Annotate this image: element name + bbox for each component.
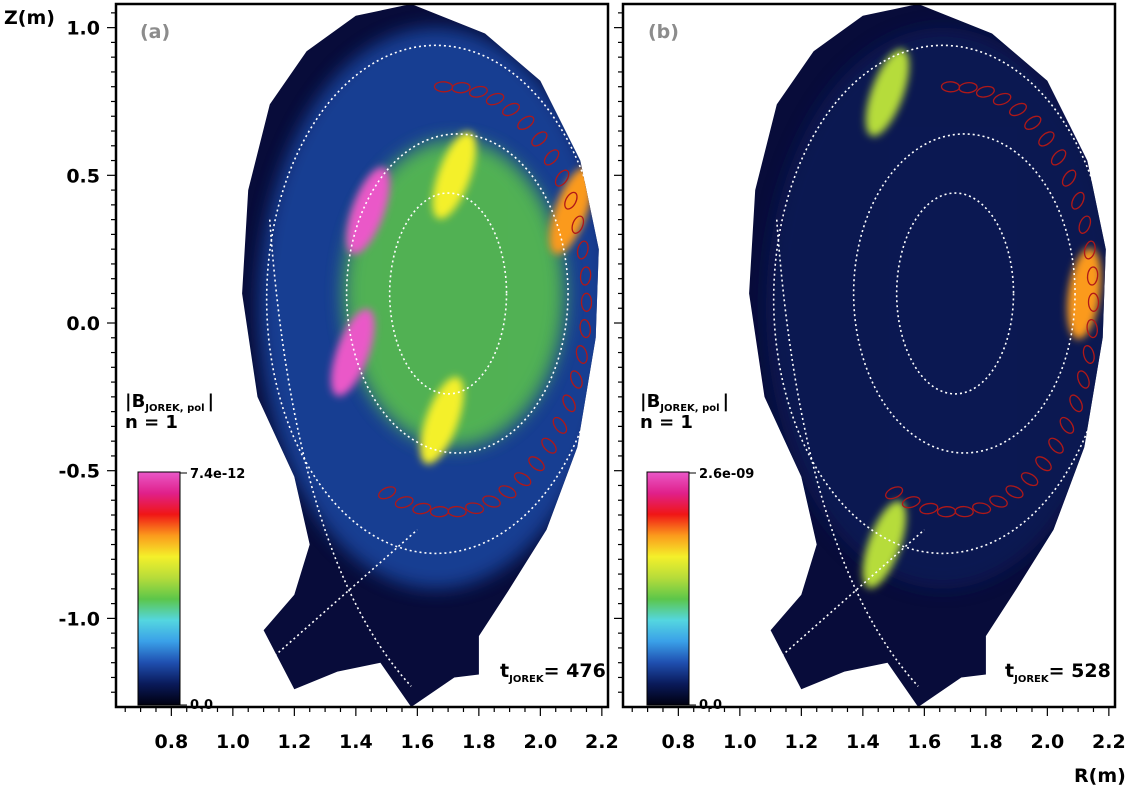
plot-area-a <box>242 4 606 707</box>
time-label-b: tJOREK= 528 <box>1005 660 1111 685</box>
colorbar-fill-b <box>646 471 690 706</box>
colorbar-max-b: 2.6e-09 <box>699 467 754 482</box>
hotspot-a-3 <box>420 376 464 465</box>
quantity-label-a: |BJOREK, pol | n = 1 <box>125 391 214 433</box>
colorbar-b: 2.6e-09 0.0 <box>646 467 754 713</box>
x-tick-label-a-7: 2.2 <box>585 731 619 753</box>
colorbar-max-a: 7.4e-12 <box>190 467 245 482</box>
y-tick-label-3: -0.5 <box>58 461 100 483</box>
qty-sub-a: JOREK, pol <box>144 403 204 414</box>
quantity-label-b: |BJOREK, pol | n = 1 <box>640 391 729 433</box>
panel-a: (a) Z(m) 1.0 0.5 0.0 -0.5 -1.0 0.8 1.0 1.2 1.4 1… <box>4 2 623 753</box>
field-map-b <box>765 27 1106 589</box>
x-tick-label-b-1: 1.0 <box>723 731 757 753</box>
qty-sub-b: JOREK, pol <box>659 403 719 414</box>
x-tick-label-a-3: 1.4 <box>339 731 373 753</box>
x-axis-title: R(m) <box>1074 765 1126 787</box>
plot-area-b <box>749 4 1113 707</box>
colorbar-min-b: 0.0 <box>699 698 722 713</box>
x-tick-label-b-5: 1.8 <box>969 731 1003 753</box>
mode-label-a: n = 1 <box>125 412 178 433</box>
x-ticks-a: 0.8 1.0 1.2 1.4 1.6 1.8 2.0 2.2 <box>124 707 619 753</box>
mode-label-b: n = 1 <box>640 412 693 433</box>
y-tick-label-0: 1.0 <box>66 18 100 40</box>
qty-main-a: |B <box>125 391 145 412</box>
hotspot-a-4 <box>549 167 593 255</box>
panel-label-a: (a) <box>140 21 170 43</box>
qty-end-a: | <box>208 391 215 412</box>
flux-surface-b-0 <box>895 192 1015 395</box>
panel-label-b: (b) <box>648 21 679 43</box>
y-tick-label-1: 0.5 <box>66 165 100 187</box>
x-ticks-b: 0.8 1.0 1.2 1.4 1.6 1.8 2.0 2.2 <box>631 707 1126 753</box>
flux-surface-a-0 <box>388 192 508 395</box>
separatrix-leg-b <box>775 219 919 687</box>
x-tick-label-a-2: 1.2 <box>278 731 312 753</box>
x-tick-label-b-6: 2.0 <box>1031 731 1065 753</box>
colorbar-a: 7.4e-12 0.0 <box>137 467 245 713</box>
x-tick-label-a-4: 1.6 <box>401 731 435 753</box>
hotspot-b-0 <box>1067 247 1102 340</box>
y-tick-label-4: -1.0 <box>58 608 100 630</box>
hotspot-b-2 <box>862 500 907 589</box>
y-tick-label-2: 0.0 <box>66 313 100 335</box>
x-tick-label-b-7: 2.2 <box>1092 731 1126 753</box>
x-tick-label-b-2: 1.2 <box>785 731 819 753</box>
svg-text:|BJOREK, pol|: |BJOREK, pol | <box>640 391 729 414</box>
qty-main-b: |B <box>640 391 660 412</box>
edge-contours-a <box>378 81 593 518</box>
svg-text:|BJOREK, pol|: |BJOREK, pol | <box>125 391 214 414</box>
colorbar-min-a: 0.0 <box>190 698 213 713</box>
flux-surface-a-1 <box>345 133 569 454</box>
separatrix-leg-a <box>268 219 412 687</box>
x-tick-label-a-1: 1.0 <box>216 731 250 753</box>
x-tick-label-a-0: 0.8 <box>155 731 189 753</box>
x-tick-label-a-6: 2.0 <box>524 731 558 753</box>
time-label-a: tJOREK= 476 <box>500 660 606 685</box>
panel-b: (b) 0.8 1.0 1.2 1.4 1.6 1.8 2.0 2.2 R(m) |BJORE… <box>621 2 1126 787</box>
x-tick-label-b-0: 0.8 <box>662 731 696 753</box>
flux-surface-a-2 <box>265 44 606 555</box>
divertor-leg-a <box>263 529 418 667</box>
hotspot-a-2 <box>432 131 477 219</box>
field-map-a <box>258 27 599 589</box>
x-tick-label-b-4: 1.6 <box>908 731 942 753</box>
hotspot-a-1 <box>331 308 375 397</box>
qty-end-b: | <box>723 391 730 412</box>
divertor-leg-b <box>770 529 925 667</box>
x-tick-label-b-3: 1.4 <box>846 731 880 753</box>
y-axis-title: Z(m) <box>4 7 55 29</box>
frame-a <box>114 2 610 709</box>
hotspot-a-0 <box>346 167 390 255</box>
flux-surface-b-1 <box>852 133 1076 454</box>
hotspot-b-1 <box>865 49 910 137</box>
flux-surface-b-2 <box>772 44 1113 555</box>
frame-b <box>621 2 1117 709</box>
colorbar-fill-a <box>137 471 181 706</box>
x-tick-label-a-5: 1.8 <box>462 731 496 753</box>
edge-contours-b <box>885 81 1100 518</box>
